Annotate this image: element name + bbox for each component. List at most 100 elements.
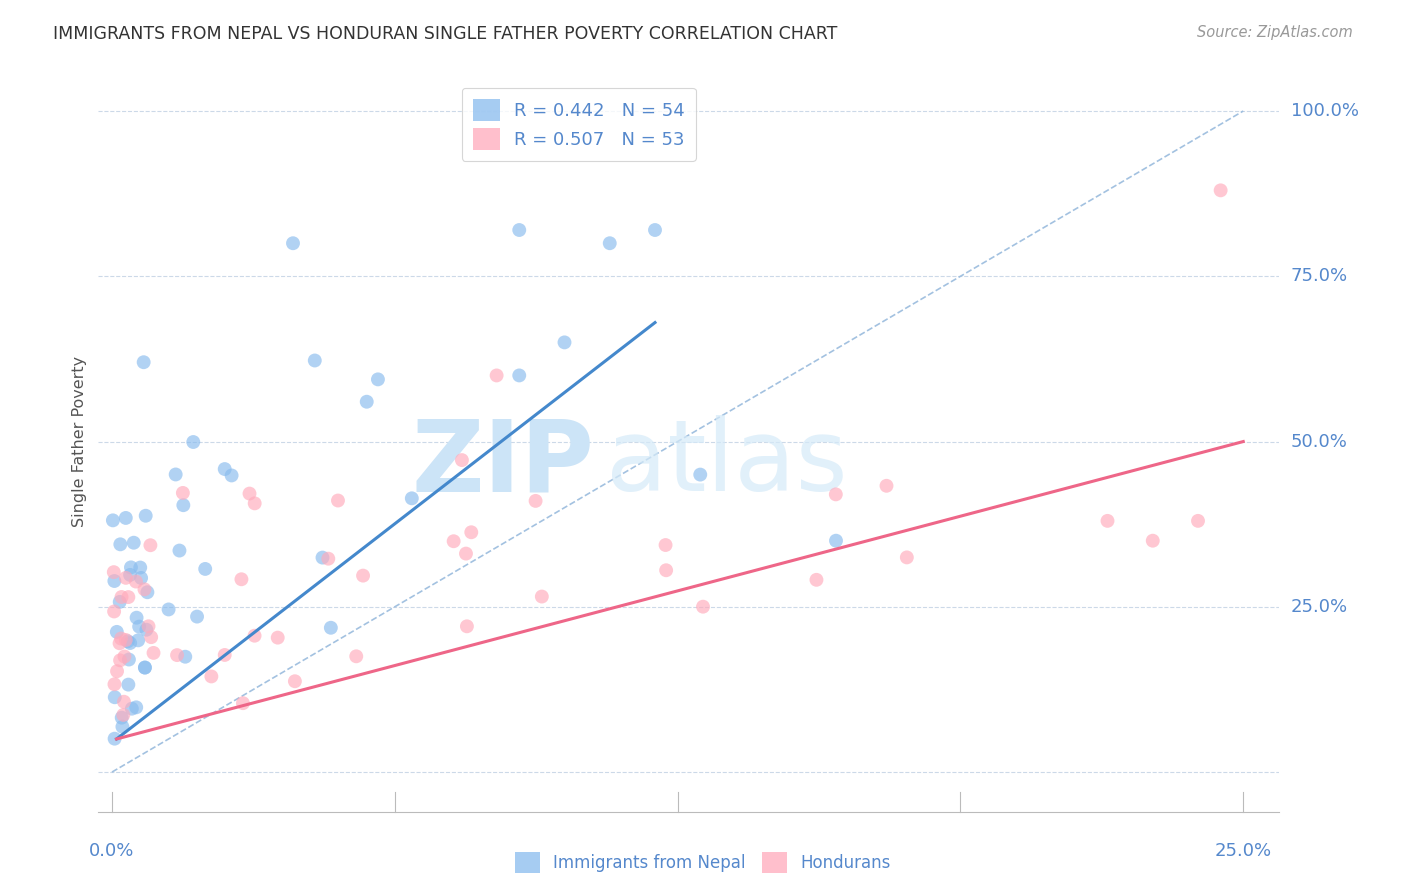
Point (134, 660, 156, 674)
Point (112, 695, 135, 709)
Point (284, 674, 307, 689)
Point (115, 571, 138, 585)
Point (174, 649, 197, 664)
Point (114, 511, 136, 525)
Point (401, 491, 423, 506)
Point (172, 486, 194, 500)
Point (111, 720, 134, 734)
Point (352, 568, 374, 582)
Point (101, 513, 124, 527)
Point (311, 550, 333, 565)
Point (104, 731, 127, 746)
Point (125, 610, 148, 624)
Point (105, 624, 128, 639)
Point (524, 494, 547, 508)
Point (456, 619, 478, 633)
Point (129, 560, 152, 574)
Point (122, 535, 145, 549)
Point (103, 605, 125, 619)
Text: 75.0%: 75.0% (1291, 268, 1348, 285)
Point (443, 534, 465, 549)
Point (231, 572, 253, 586)
Point (214, 648, 236, 662)
Point (186, 609, 208, 624)
Text: Source: ZipAtlas.com: Source: ZipAtlas.com (1197, 25, 1353, 40)
Point (157, 602, 180, 616)
Point (367, 372, 389, 386)
Point (344, 649, 367, 664)
Point (134, 582, 156, 597)
Point (105, 664, 128, 678)
Point (129, 571, 152, 585)
Point (114, 632, 136, 647)
Point (136, 585, 159, 599)
Point (114, 649, 136, 664)
Point (134, 660, 156, 674)
Point (117, 677, 139, 691)
Text: 0.0%: 0.0% (90, 842, 135, 860)
Point (644, 223, 666, 237)
Point (1097, 514, 1119, 528)
Point (1142, 533, 1164, 548)
Legend: Immigrants from Nepal, Hondurans: Immigrants from Nepal, Hondurans (508, 846, 898, 880)
Point (654, 538, 676, 552)
Point (111, 711, 134, 725)
Point (267, 631, 290, 645)
Point (530, 590, 553, 604)
Text: 25.0%: 25.0% (1291, 598, 1348, 615)
Point (243, 496, 266, 510)
Point (172, 498, 194, 512)
Point (356, 394, 378, 409)
Point (896, 550, 918, 565)
Point (281, 236, 304, 251)
Point (243, 629, 266, 643)
Point (238, 486, 260, 500)
Point (508, 223, 530, 237)
Point (135, 623, 157, 637)
Point (181, 435, 204, 450)
Point (112, 707, 135, 722)
Point (194, 562, 217, 576)
Point (232, 696, 254, 710)
Text: ZIP: ZIP (412, 416, 595, 512)
Point (655, 563, 678, 577)
Point (125, 700, 148, 714)
Point (485, 368, 508, 383)
Point (110, 632, 132, 646)
Point (121, 701, 143, 715)
Point (118, 652, 141, 666)
Point (692, 599, 714, 614)
Point (508, 368, 530, 383)
Point (110, 590, 132, 604)
Text: atlas: atlas (606, 416, 848, 512)
Point (451, 453, 474, 467)
Point (138, 619, 160, 633)
Text: 50.0%: 50.0% (1291, 433, 1347, 450)
Point (135, 508, 157, 523)
Point (1209, 183, 1232, 197)
Point (319, 621, 342, 635)
Point (108, 653, 131, 667)
Point (326, 493, 349, 508)
Point (132, 355, 155, 369)
Point (806, 573, 828, 587)
Point (103, 565, 125, 579)
Point (166, 648, 188, 662)
Point (221, 468, 243, 483)
Point (165, 467, 187, 482)
Point (214, 462, 236, 476)
Point (110, 537, 132, 551)
Point (304, 353, 326, 368)
Point (316, 551, 339, 566)
Point (103, 677, 125, 691)
Y-axis label: Single Father Poverty: Single Father Poverty (72, 356, 87, 527)
Point (553, 335, 575, 350)
Point (120, 567, 142, 582)
Point (104, 690, 127, 705)
Text: IMMIGRANTS FROM NEPAL VS HONDURAN SINGLE FATHER POVERTY CORRELATION CHART: IMMIGRANTS FROM NEPAL VS HONDURAN SINGLE… (53, 25, 838, 43)
Point (120, 560, 142, 574)
Point (876, 479, 898, 493)
Point (127, 633, 149, 648)
Point (599, 236, 621, 251)
Text: 25.0%: 25.0% (1215, 842, 1272, 860)
